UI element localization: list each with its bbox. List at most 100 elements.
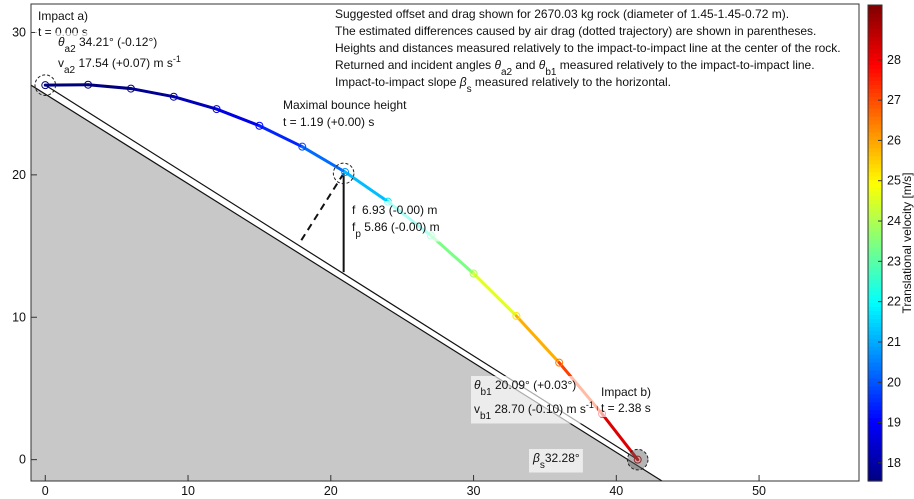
annotation-text: f xyxy=(352,220,356,234)
trajectory-point xyxy=(341,168,350,177)
colorbar-label: Translational velocity [m/s] xyxy=(900,173,914,314)
colorbar-cell xyxy=(868,52,882,58)
trajectory-point xyxy=(633,455,642,464)
colorbar-cell xyxy=(868,239,882,244)
colorbar-cell xyxy=(868,215,882,220)
annotation-sub: b1 xyxy=(545,67,557,78)
colorbar-tick-label: 24 xyxy=(887,214,901,228)
colorbar-cell xyxy=(868,373,882,379)
rock-outline xyxy=(626,448,649,471)
colorbar-cell xyxy=(868,159,882,165)
colorbar-cell xyxy=(868,16,882,22)
colorbar-cell xyxy=(868,32,882,38)
annotation-background xyxy=(280,96,411,131)
annotation-text: f 6.93 (-0.00) m xyxy=(352,203,437,217)
colorbar-cell xyxy=(868,207,882,212)
colorbar-cell xyxy=(868,385,882,391)
trajectory-segment xyxy=(86,83,133,91)
colorbar-cell xyxy=(868,346,882,351)
colorbar-cell xyxy=(868,365,882,371)
annotation-sub: s xyxy=(540,460,545,471)
colorbar-cell xyxy=(868,389,882,395)
trajectory-point xyxy=(84,80,93,89)
colorbar-cell xyxy=(868,243,882,248)
annotation: Suggested offset and drag shown for 2670… xyxy=(335,7,841,95)
y-tick-label: 0 xyxy=(19,453,26,467)
colorbar-cell xyxy=(868,84,882,89)
annotation-line: θb1 20.09° (+0.03°) xyxy=(474,378,576,398)
annotation-text: 20.09° (+0.03°) xyxy=(492,378,577,392)
colorbar-cell xyxy=(868,80,882,85)
x-tick-label: 50 xyxy=(752,484,766,498)
annotation-sub: s xyxy=(467,84,472,95)
colorbar-cell xyxy=(868,155,882,161)
colorbar-cell xyxy=(868,12,882,18)
colorbar-cell xyxy=(868,477,882,482)
colorbar-cell xyxy=(868,48,882,54)
colorbar-cell xyxy=(868,461,882,466)
colorbar-tick-label: 23 xyxy=(887,254,901,268)
colorbar-cell xyxy=(868,429,882,434)
annotation-background xyxy=(471,376,597,424)
annotation-italic: θ xyxy=(58,35,65,49)
colorbar-cell xyxy=(868,219,882,224)
colorbar-cell xyxy=(868,116,882,121)
x-tick-label: 10 xyxy=(181,484,195,498)
colorbar-cell xyxy=(868,397,882,403)
colorbar-cell xyxy=(868,445,882,450)
annotation: Maximal bounce height t = 1.19 (+0.00) s xyxy=(280,96,411,131)
colorbar-cell xyxy=(868,203,882,208)
colorbar-cell xyxy=(868,250,882,256)
trajectory-segment xyxy=(172,95,219,111)
colorbar-cell xyxy=(868,183,882,189)
colorbar-cell xyxy=(868,187,882,193)
colorbar-cell xyxy=(868,28,882,34)
annotation-text: 5.86 (-0.00) m xyxy=(361,220,440,234)
colorbar-cell xyxy=(868,76,882,81)
colorbar-cell xyxy=(868,453,882,458)
colorbar-cell xyxy=(868,354,882,359)
rock-outline xyxy=(332,162,355,185)
colorbar-cell xyxy=(868,135,882,141)
colorbar-cell xyxy=(868,72,882,77)
annotation-sup: -1 xyxy=(586,400,594,410)
colorbar-cell xyxy=(868,417,882,423)
colorbar-tick-label: 27 xyxy=(887,93,901,107)
colorbar-cell xyxy=(868,254,882,260)
colorbar-cell xyxy=(868,338,882,343)
colorbar-cell xyxy=(868,409,882,415)
rock-outline xyxy=(34,74,57,96)
colorbar-cell xyxy=(868,298,882,304)
annotation-text: and xyxy=(512,58,539,72)
colorbar-cell xyxy=(868,60,882,66)
trajectory-point xyxy=(169,92,178,101)
trajectory-segment xyxy=(129,87,176,99)
annotation-italic: β xyxy=(532,451,540,465)
colorbar-cell xyxy=(868,167,882,173)
trajectory-point xyxy=(512,311,521,320)
annotation: f 6.93 (-0.00) m fp 5.86 (-0.00) m xyxy=(349,201,443,242)
colorbar-cell xyxy=(868,108,882,113)
annotation-sub: a2 xyxy=(64,65,76,76)
colorbar-cell xyxy=(868,413,882,419)
annotation-line: The estimated differences caused by air … xyxy=(335,24,816,38)
trajectory-point xyxy=(212,105,221,114)
annotation-sub: a2 xyxy=(65,44,77,55)
colorbar-cell xyxy=(868,286,882,292)
colorbar-cell xyxy=(868,278,882,284)
colorbar-cell xyxy=(868,100,882,105)
colorbar-cell xyxy=(868,425,882,431)
colorbar-frame xyxy=(867,4,883,482)
x-tick-label: 20 xyxy=(324,484,338,498)
annotation-line: t = 2.38 s xyxy=(601,401,651,415)
colorbar-cell xyxy=(868,405,882,411)
colorbar-cell xyxy=(868,175,882,181)
trajectory-segment xyxy=(514,314,561,365)
colorbar-cell xyxy=(868,151,882,157)
colorbar-cell xyxy=(868,334,882,339)
annotation-italic: θ xyxy=(539,58,546,72)
colorbar-cell xyxy=(868,421,882,427)
colorbar-cell xyxy=(868,44,882,50)
colorbar-cell xyxy=(868,139,882,145)
